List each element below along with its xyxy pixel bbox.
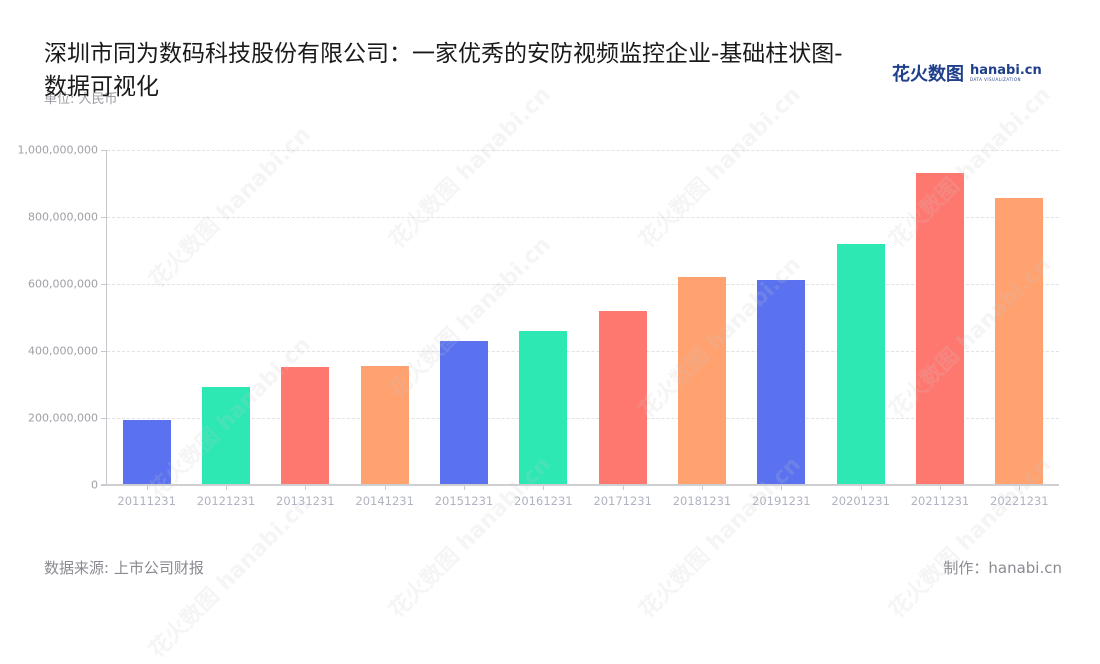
x-tick [623, 486, 624, 490]
bar-20181231[interactable] [678, 277, 726, 485]
y-tick-label: 400,000,000 [28, 344, 98, 358]
gridline [107, 418, 1059, 419]
credit: 制作：hanabi.cn [943, 559, 1062, 577]
x-tick [464, 486, 465, 490]
bar-20121231[interactable] [202, 387, 250, 485]
logo-text-cn: 花火数图 [892, 64, 964, 85]
bar-20161231[interactable] [519, 331, 568, 485]
bar-20151231[interactable] [440, 340, 488, 485]
bar-20131231[interactable] [281, 366, 330, 485]
x-tick [226, 486, 227, 490]
x-tick [702, 486, 703, 490]
x-tick [781, 486, 782, 490]
logo-subtext: DATA VISUALIZATION [970, 77, 1022, 82]
y-tick [101, 351, 106, 352]
gridline [107, 284, 1059, 285]
x-tick-label: 20121231 [196, 494, 256, 508]
bar-20211231[interactable] [916, 173, 964, 485]
x-tick [861, 486, 862, 490]
unit-label: 单位: 人民币 [44, 92, 118, 107]
x-tick [940, 486, 941, 490]
x-tick-label: 20201231 [831, 494, 890, 508]
x-tick-label: 20151231 [434, 494, 494, 508]
y-tick-label: 200,000,000 [28, 411, 98, 425]
x-tick [1019, 486, 1020, 490]
x-tick-label: 20131231 [276, 494, 335, 508]
gridline [107, 351, 1059, 352]
y-tick [101, 284, 106, 285]
gridline [107, 150, 1059, 151]
bar-20221231[interactable] [995, 198, 1044, 485]
bar-20141231[interactable] [360, 365, 409, 485]
gridline [107, 217, 1059, 218]
x-tick-label: 20111231 [117, 494, 176, 508]
y-tick-label: 1,000,000,000 [17, 143, 98, 157]
y-tick-label: 0 [91, 478, 98, 491]
x-tick-label: 20181231 [672, 494, 732, 508]
x-tick [147, 486, 148, 490]
y-axis [106, 150, 107, 485]
logo-text-en: hanabi.cn [970, 63, 1042, 78]
bar-20191231[interactable] [757, 280, 806, 485]
y-tick-label: 800,000,000 [28, 210, 98, 224]
bar-20171231[interactable] [598, 310, 647, 485]
x-tick [305, 486, 306, 490]
bar-chart: 0 200,000,000 400,000,000 600,000,000 800,00… [17, 143, 1059, 508]
brand-logo: 花火数图 hanabi.cn DATA VISUALIZATION [892, 60, 1042, 86]
x-tick-label: 20191231 [752, 494, 811, 508]
y-tick [101, 485, 106, 486]
x-tick-label: 20161231 [514, 494, 573, 508]
bar-20201231[interactable] [836, 243, 885, 485]
x-tick [385, 486, 386, 490]
bar-20111231[interactable] [122, 419, 171, 485]
x-tick-label: 20211231 [910, 494, 970, 508]
y-tick [101, 150, 106, 151]
x-tick-label: 20141231 [355, 494, 414, 508]
logo-text-en-group: hanabi.cn DATA VISUALIZATION [970, 64, 1042, 82]
y-tick-label: 600,000,000 [28, 277, 98, 291]
data-source: 数据来源: 上市公司财报 [44, 559, 204, 577]
x-axis [101, 484, 1059, 486]
chart-title: 深圳市同为数码科技股份有限公司：一家优秀的安防视频监控企业-基础柱状图-数据可视… [44, 41, 843, 100]
y-tick [101, 418, 106, 419]
x-tick-label: 20221231 [990, 494, 1049, 508]
x-tick [543, 486, 544, 490]
y-tick [101, 217, 106, 218]
x-tick-label: 20171231 [593, 494, 652, 508]
